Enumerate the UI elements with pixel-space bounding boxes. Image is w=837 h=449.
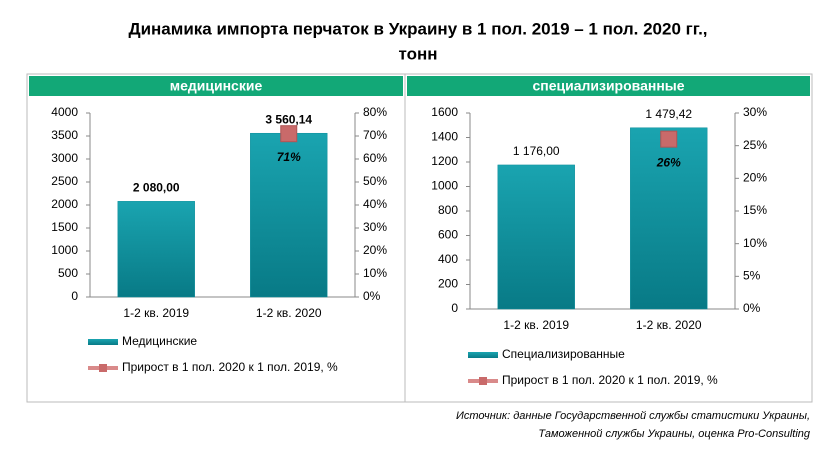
y-tick-label: 3000 xyxy=(51,151,78,165)
x-tick-label: 1-2 кв. 2020 xyxy=(636,318,702,332)
y-tick-label: 1000 xyxy=(51,243,78,257)
y2-tick-label: 15% xyxy=(743,203,767,217)
y2-tick-label: 20% xyxy=(743,171,767,185)
y2-tick-label: 10% xyxy=(743,236,767,250)
panel-header xyxy=(29,76,403,96)
y2-tick-label: 5% xyxy=(743,269,761,283)
y-tick-label: 1200 xyxy=(431,154,458,168)
y-tick-label: 1600 xyxy=(431,105,458,119)
growth-marker xyxy=(660,130,678,148)
bar-label: 2 080,00 xyxy=(133,180,180,194)
panel-header-text: специализированные xyxy=(532,78,684,94)
y2-tick-label: 30% xyxy=(743,105,767,119)
legend-label: Специализированные xyxy=(502,347,625,361)
legend-label: Прирост в 1 пол. 2020 к 1 пол. 2019, % xyxy=(122,360,338,374)
title: тонн xyxy=(398,44,437,63)
legend-label: Прирост в 1 пол. 2020 к 1 пол. 2019, % xyxy=(502,373,718,387)
legend-swatch xyxy=(88,339,118,345)
title: Динамика импорта перчаток в Украину в 1 … xyxy=(128,19,707,38)
y2-tick-label: 60% xyxy=(363,151,387,165)
y-tick-label: 500 xyxy=(58,266,78,280)
legend-marker xyxy=(479,377,487,385)
x-tick-label: 1-2 кв. 2019 xyxy=(123,306,189,320)
y2-tick-label: 30% xyxy=(363,220,387,234)
x-tick-label: 1-2 кв. 2020 xyxy=(256,306,322,320)
source: Источник: данные Государственной службы … xyxy=(456,410,810,422)
y2-tick-label: 0% xyxy=(743,301,761,315)
y2-tick-label: 10% xyxy=(363,266,387,280)
y2-tick-label: 0% xyxy=(363,289,381,303)
growth-label: 26% xyxy=(656,155,681,169)
y-tick-label: 1500 xyxy=(51,220,78,234)
panel-header xyxy=(407,76,810,96)
y2-tick-label: 70% xyxy=(363,128,387,142)
bar-label: 1 176,00 xyxy=(513,144,560,158)
y-tick-label: 800 xyxy=(438,203,458,217)
y2-tick-label: 25% xyxy=(743,138,767,152)
y-tick-label: 0 xyxy=(71,289,78,303)
y-tick-label: 4000 xyxy=(51,105,78,119)
bar xyxy=(630,127,708,310)
x-tick-label: 1-2 кв. 2019 xyxy=(503,318,569,332)
y-tick-label: 400 xyxy=(438,252,458,266)
growth-label: 71% xyxy=(277,150,301,164)
source: Таможенной службы Украины, оценка Pro-Co… xyxy=(538,428,811,440)
y-tick-label: 200 xyxy=(438,277,458,291)
bar-label: 1 479,42 xyxy=(645,107,692,121)
y2-tick-label: 80% xyxy=(363,105,387,119)
legend-label: Медицинские xyxy=(122,334,197,348)
y-tick-label: 600 xyxy=(438,228,458,242)
y2-tick-label: 20% xyxy=(363,243,387,257)
y2-tick-label: 40% xyxy=(363,197,387,211)
legend-marker xyxy=(99,364,107,372)
growth-marker xyxy=(280,125,298,143)
y-tick-label: 1400 xyxy=(431,130,458,144)
legend-swatch xyxy=(468,352,498,358)
y2-tick-label: 50% xyxy=(363,174,387,188)
frame xyxy=(26,73,813,403)
y-tick-label: 1000 xyxy=(431,179,458,193)
bar-label: 3 560,14 xyxy=(265,112,312,126)
y-tick-label: 0 xyxy=(451,301,458,315)
bar xyxy=(497,164,575,310)
y-tick-label: 2000 xyxy=(51,197,78,211)
y-tick-label: 2500 xyxy=(51,174,78,188)
panel-header-text: медицинские xyxy=(170,78,263,94)
bar xyxy=(117,201,195,298)
y-tick-label: 3500 xyxy=(51,128,78,142)
